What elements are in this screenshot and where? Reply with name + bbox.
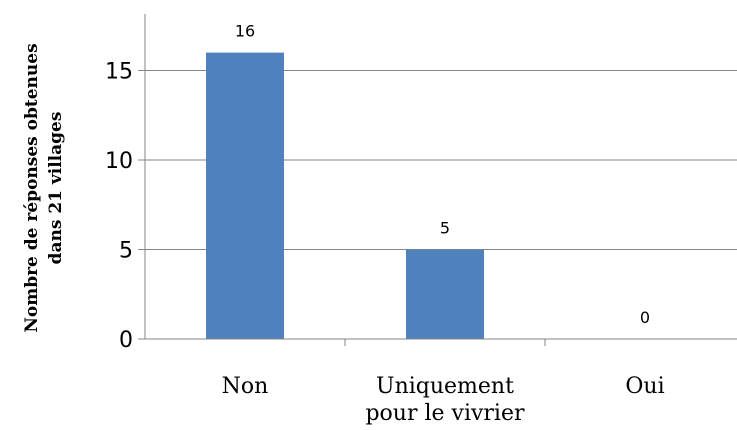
data-label: 16 bbox=[235, 22, 255, 41]
data-label: 0 bbox=[640, 308, 650, 327]
labels: 0 5 10 15 16 Non 5 Uniquement pour le vivrier 0 Ou… bbox=[22, 22, 665, 426]
bar bbox=[406, 249, 484, 339]
x-category-label: Uniquement pour le vivrier bbox=[365, 374, 525, 426]
y-axis-title: Nombre de réponses obtenues dans 21 villa… bbox=[22, 43, 66, 332]
y-tick-label: 10 bbox=[105, 149, 133, 174]
x-category-label: Non bbox=[222, 374, 269, 399]
y-tick-label: 15 bbox=[105, 60, 133, 85]
axes bbox=[138, 14, 737, 346]
bars bbox=[206, 52, 484, 339]
x-category-label: Oui bbox=[625, 374, 664, 399]
bar bbox=[206, 52, 284, 339]
y-tick-label: 0 bbox=[119, 328, 133, 353]
y-tick-label: 5 bbox=[119, 239, 133, 264]
data-label: 5 bbox=[440, 219, 450, 238]
